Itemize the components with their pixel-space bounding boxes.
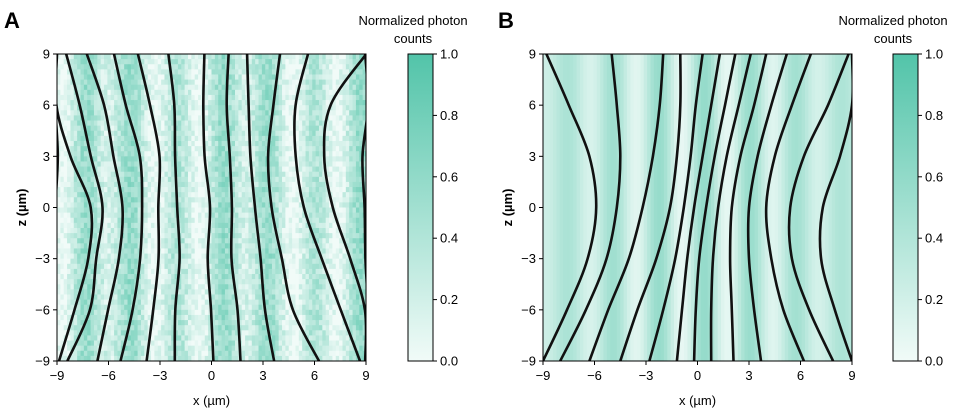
contour-line-8 [225,54,242,361]
heatmap-background [543,54,852,361]
colorbar-title-line2: counts [874,31,913,46]
heatmap-background [57,54,366,361]
x-tick-label: 3 [259,368,266,383]
contour-line-2 [64,54,104,361]
contour-line-7 [202,54,215,361]
colorbar-tick-label: 0.4 [440,231,458,246]
y-tick-label: −6 [35,302,50,317]
y-tick-label: −3 [521,251,536,266]
contour-line-9 [245,54,276,361]
panel-label: B [498,8,514,33]
colorbar-title-line1: Normalized photon [838,13,947,28]
y-tick-label: 9 [529,47,536,62]
colorbar-tick-label: 0.0 [440,354,458,369]
contour-line-5 [675,54,722,361]
contour-line-8 [728,54,768,361]
colorbar-tick-label: 0.6 [440,169,458,184]
x-tick-label: −3 [639,368,654,383]
x-axis-label: x (µm) [679,393,716,408]
panel-label: A [4,8,20,33]
x-tick-label: 0 [694,368,701,383]
x-tick-label: −6 [587,368,602,383]
x-tick-label: −9 [50,368,65,383]
contour-line-1 [57,54,94,361]
colorbar-gradient [892,53,919,362]
y-tick-label: 3 [529,149,536,164]
colorbar-title-line1: Normalized photon [358,13,467,28]
contour-lines [57,54,366,361]
x-tick-label: 3 [745,368,752,383]
colorbar-tick-label: 0.2 [440,292,458,307]
colorbar-tick-label: 0.8 [925,108,943,123]
y-tick-label: −6 [521,302,536,317]
x-tick-label: 6 [797,368,804,383]
x-tick-label: −6 [101,368,116,383]
contour-line-1 [559,54,622,361]
contour-line-10 [266,54,321,361]
y-tick-label: 6 [43,98,50,113]
contour-line-4 [112,54,144,361]
y-tick-label: −3 [35,251,50,266]
colorbar: 0.0 0.2 0.4 0.6 0.8 1.0 Normalized photon count… [838,13,947,369]
colorbar-tick-label: 0.6 [925,169,943,184]
colorbar-tick-label: 1.0 [440,47,458,62]
contour-lines [543,54,852,361]
y-tick-label: −9 [521,354,536,369]
colorbar: 0.0 0.2 0.4 0.6 0.8 1.0 Normalized photon count… [358,13,467,369]
colorbar-tick-label: 1.0 [925,47,943,62]
contour-line-9 [746,54,789,361]
colorbar-tick-label: 0.2 [925,292,943,307]
y-tick-label: 0 [529,200,536,215]
contour-line-3 [85,54,124,361]
x-tick-label: −9 [536,368,551,383]
contour-line-0 [543,54,598,361]
contour-line-10 [764,54,813,361]
colorbar-tick-label: 0.8 [440,108,458,123]
contour-line-3 [619,54,682,361]
x-axis-label: x (µm) [193,393,230,408]
contour-line-5 [136,54,162,361]
x-tick-label: 0 [208,368,215,383]
x-tick-label: 6 [311,368,318,383]
y-tick-label: 0 [43,200,50,215]
y-tick-label: −9 [35,354,50,369]
contour-line-7 [709,54,752,361]
colorbar-tick-label: 0.4 [925,231,943,246]
y-tick-label: 3 [43,149,50,164]
contour-line-6 [692,54,737,361]
y-axis-label: z (µm) [500,189,515,227]
y-axis-label: z (µm) [14,189,29,227]
x-tick-label: 9 [848,368,855,383]
colorbar-gradient [407,53,434,362]
y-tick-label: 9 [43,47,50,62]
colorbar-title-line2: counts [394,31,433,46]
contour-line-12 [322,54,366,361]
contour-line-12 [818,54,852,361]
contour-line-11 [787,54,850,361]
colorbar-tick-label: 0.0 [925,354,943,369]
contour-line-13 [361,54,366,361]
contour-line-11 [293,54,362,361]
x-tick-label: 9 [362,368,369,383]
contour-line-2 [588,54,665,361]
contour-line-6 [167,54,181,361]
x-tick-label: −3 [153,368,168,383]
y-tick-label: 6 [529,98,536,113]
contour-line-4 [648,54,704,361]
